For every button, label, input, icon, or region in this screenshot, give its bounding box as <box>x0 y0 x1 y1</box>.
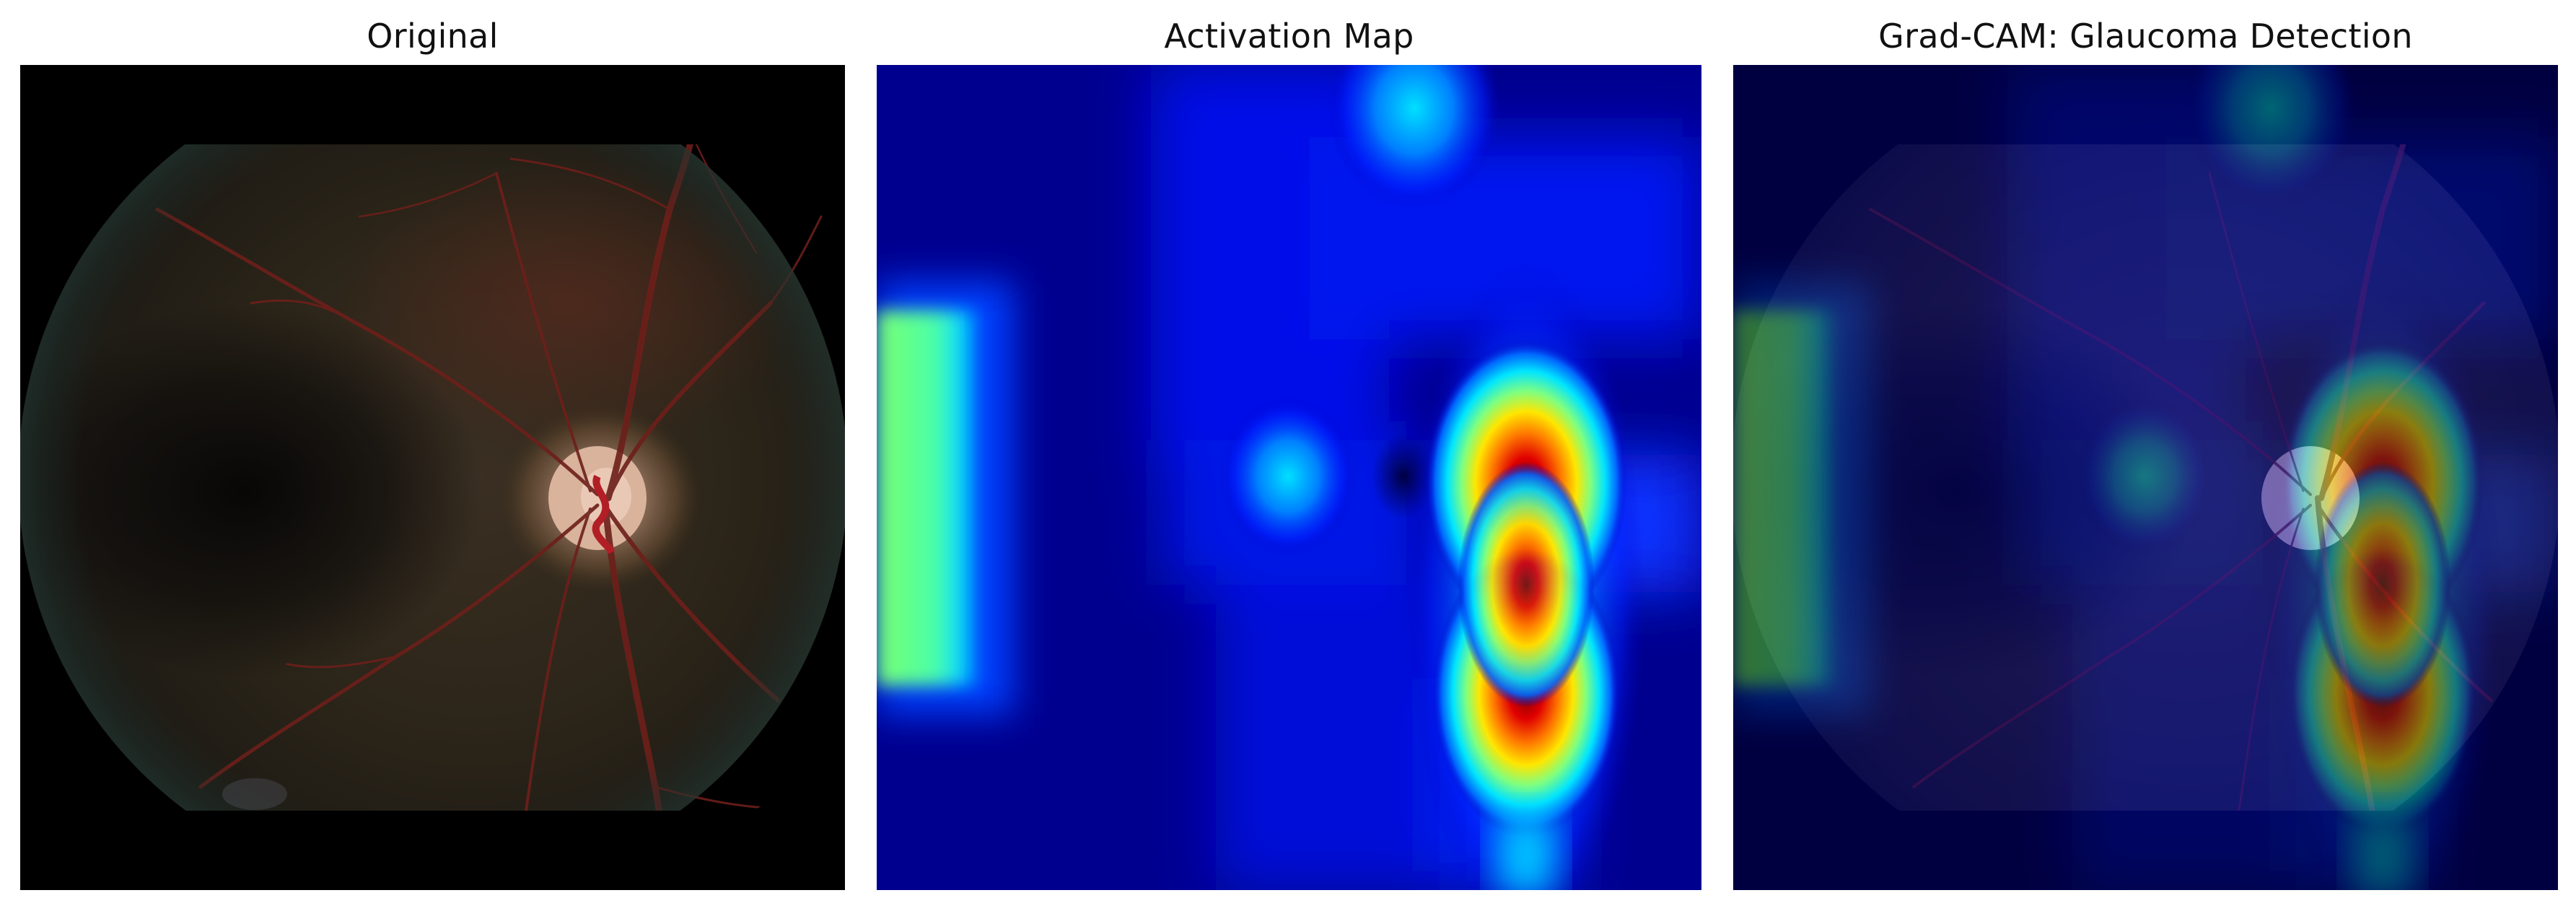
gradcam-overlay-svg <box>1733 65 2558 890</box>
activation-heatmap-svg <box>877 65 1701 890</box>
panel-title-gradcam: Grad-CAM: Glaucoma Detection <box>1878 17 2413 56</box>
activation-map-image <box>877 65 1701 890</box>
panel-title-activation-map: Activation Map <box>1164 17 1414 56</box>
gradcam-overlay-image <box>1733 65 2558 890</box>
panel-title-original: Original <box>367 17 499 56</box>
original-fundus-image <box>20 65 845 890</box>
fundus-image-svg <box>20 65 845 890</box>
